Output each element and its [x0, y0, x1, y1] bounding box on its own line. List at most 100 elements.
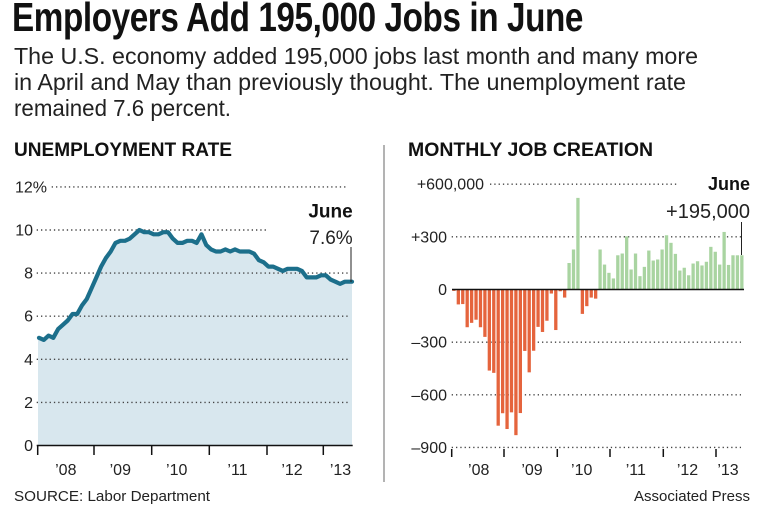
- bar-positive: [740, 255, 744, 290]
- y-tick-label: +300: [411, 229, 447, 246]
- bar-positive: [695, 261, 700, 290]
- bar-negative: [509, 289, 514, 413]
- x-tick-label: ’08: [55, 462, 76, 479]
- bar-positive: [722, 231, 726, 290]
- subhead-line-2: in April and May than previously thought…: [14, 69, 687, 95]
- credit-note: Associated Press: [634, 489, 750, 505]
- bar-positive: [726, 264, 731, 290]
- unemployment-area-fill: [38, 230, 352, 446]
- y-tick-label: –900: [411, 440, 447, 457]
- bar-negative: [540, 289, 545, 332]
- bar-positive: [731, 255, 735, 290]
- subhead-line-3: remained 7.6 percent.: [14, 95, 231, 121]
- bar-positive: [616, 255, 620, 290]
- unemployment-annotation-value: 7.6%: [309, 228, 352, 249]
- bar-positive: [576, 197, 580, 290]
- bar-positive: [735, 255, 740, 290]
- bar-negative: [589, 289, 593, 298]
- y-tick-label: 8: [24, 266, 33, 283]
- x-tick-label: ’11: [227, 462, 247, 479]
- jobs-annotation-label: June: [708, 174, 750, 194]
- unemployment-rate-line: [36, 227, 355, 342]
- x-tick-label: ’10: [166, 462, 187, 479]
- bar-negative: [594, 289, 598, 299]
- x-tick-label: ’09: [110, 462, 131, 479]
- bar-positive: [687, 275, 691, 290]
- bar-negative: [492, 289, 496, 373]
- bar-negative: [514, 289, 518, 436]
- monthly-job-creation-chart: +600,000 +300 0 –300 –600 –900 ’08 ’09 ’10 ’11 ’12…: [411, 177, 744, 479]
- bar-positive: [625, 236, 629, 290]
- subhead-line-1: The U.S. economy added 195,000 jobs last…: [14, 43, 698, 69]
- bar-negative: [523, 289, 527, 351]
- x-tick-label: ’09: [521, 462, 542, 479]
- y-tick-label: 0: [438, 282, 447, 299]
- bar-positive: [660, 249, 664, 290]
- y-tick-label: –300: [411, 335, 447, 352]
- bar-negative: [585, 289, 589, 307]
- y-tick-label: 4: [24, 352, 33, 369]
- bar-negative: [531, 289, 536, 351]
- bar-negative: [465, 289, 469, 328]
- bar-negative: [558, 289, 562, 292]
- x-tick-label: ’13: [330, 462, 351, 479]
- x-tick-label: ’10: [571, 462, 592, 479]
- bar-positive: [669, 242, 673, 290]
- y-tick-label: –600: [411, 387, 447, 404]
- bar-positive: [629, 269, 633, 290]
- bar-positive: [598, 249, 602, 290]
- bar-negative: [483, 289, 487, 337]
- bar-positive: [638, 276, 642, 290]
- unemployment-annotation-label: June: [308, 202, 352, 223]
- x-tick-label: ’08: [468, 462, 489, 479]
- bar-positive: [664, 235, 669, 290]
- bar-positive: [713, 251, 717, 290]
- bar-positive: [571, 249, 576, 290]
- bar-negative: [518, 289, 522, 414]
- x-tick-label: ’13: [717, 462, 738, 479]
- y-tick-label: 6: [24, 309, 33, 326]
- bar-positive: [682, 267, 686, 290]
- source-note: SOURCE: Labor Department: [14, 489, 210, 505]
- bar-negative: [545, 289, 549, 321]
- bar-negative: [580, 289, 585, 314]
- bar-negative: [496, 289, 500, 426]
- bar-negative: [536, 289, 540, 327]
- bar-positive: [700, 265, 704, 290]
- bar-positive: [678, 270, 682, 290]
- unemployment-rate-chart: 12% 10 8 6 4 2 0 ’08 ’09 ’10 ’11 ’12 ’13: [15, 179, 355, 479]
- bar-negative: [527, 289, 531, 373]
- headline: Employers Add 195,000 Jobs in June: [12, 0, 584, 40]
- bar-positive: [620, 253, 624, 290]
- bar-positive: [691, 263, 695, 290]
- bar-negative: [456, 289, 460, 305]
- unemployment-chart-title: UNEMPLOYMENT RATE: [14, 140, 233, 161]
- y-tick-label: +600,000: [417, 177, 484, 194]
- x-tick-label: ’12: [281, 462, 302, 479]
- bar-positive: [642, 266, 647, 290]
- y-tick-label: 12%: [15, 179, 47, 196]
- bar-positive: [633, 253, 638, 290]
- bar-negative: [500, 289, 505, 414]
- bar-positive: [607, 272, 611, 290]
- y-tick-label: 10: [15, 223, 33, 240]
- bar-negative: [554, 289, 558, 331]
- job-creation-chart-title: MONTHLY JOB CREATION: [408, 140, 654, 161]
- bar-negative: [487, 289, 491, 371]
- bar-positive: [656, 259, 660, 290]
- jobs-annotation-value: +195,000: [666, 201, 750, 223]
- bar-positive: [709, 246, 713, 290]
- bar-positive: [567, 263, 571, 290]
- bar-negative: [505, 289, 509, 430]
- bar-negative: [461, 289, 465, 305]
- bar-negative: [563, 289, 567, 298]
- bar-positive: [651, 260, 655, 290]
- bar-negative: [474, 289, 478, 320]
- bar-positive: [602, 264, 607, 290]
- y-tick-label: 2: [24, 395, 33, 412]
- bar-negative: [549, 289, 554, 294]
- bar-positive: [718, 264, 722, 290]
- x-tick-label: ’11: [626, 462, 646, 479]
- bar-negative: [478, 289, 483, 328]
